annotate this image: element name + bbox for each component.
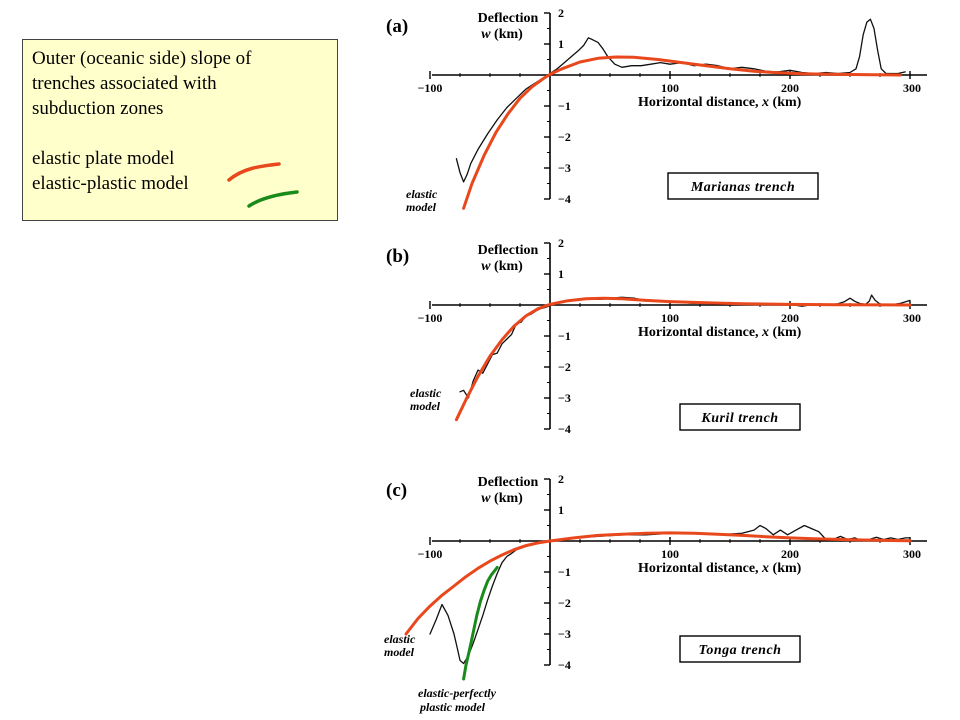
panel-b-x-tick-label: 200 [781, 311, 799, 325]
panel-b-x-tick-label: 100 [661, 311, 679, 325]
panel-b-letter: (b) [386, 246, 409, 267]
legend-entry-elastic: elastic plate model [32, 146, 328, 171]
legend-box: Outer (oceanic side) slope of trenches a… [22, 39, 338, 221]
panel-b-x-tick-label: 300 [903, 311, 921, 325]
panel-c-x-title: Horizontal distance, x (km) [638, 561, 802, 576]
legend-title-line: subduction zones [32, 98, 164, 119]
panel-b-x-tick-label: −100 [418, 311, 443, 325]
panel-a-trench-label: Marianas trench [690, 180, 795, 195]
panel-b-y-tick-label: 1 [558, 267, 564, 281]
panel-c-y-tick-label: −1 [558, 565, 571, 579]
panel-a-y-tick-label: −1 [558, 99, 571, 113]
panel-a-x-title: Horizontal distance, x (km) [638, 95, 802, 110]
panel-c-elastic-model-curve [404, 531, 912, 636]
panel-b-y-tick-label: −1 [558, 329, 571, 343]
legend-title-line: Outer (oceanic side) slope of [32, 48, 252, 69]
panel-a-x-tick-label: 100 [661, 81, 679, 95]
panel-a-y-tick-label: 2 [558, 6, 564, 20]
panel-b-y-tick-label: 2 [558, 236, 564, 250]
panel-a-x-tick-label: −100 [418, 81, 443, 95]
panel-b-y-tick-label: −2 [558, 360, 571, 374]
panel-c-letter: (c) [386, 480, 407, 501]
panel-c-plastic-model-label: elastic-perfectly [418, 686, 497, 700]
panel-c-x-tick-label: 200 [781, 547, 799, 561]
legend-label-elastic: elastic plate model [32, 148, 175, 169]
panel-b-model-label: elastic [410, 386, 442, 400]
legend-swatch-elastic-plastic [247, 190, 299, 208]
panel-a-y-title: Deflection [478, 11, 539, 26]
panel-c-y-tick-label: −2 [558, 596, 571, 610]
panel-b-trench-label-box [679, 403, 801, 431]
panel-c-y-title-unit: w (km) [481, 491, 523, 506]
panel-c-y-tick-label: −3 [558, 627, 571, 641]
panel-c-x-tick-label: 100 [661, 547, 679, 561]
panel-a-y-tick-label: −2 [558, 130, 571, 144]
panel-c-model-label: model [384, 645, 415, 659]
legend-label-elastic-plastic: elastic-plastic model [32, 173, 189, 194]
panel-c-elastic-plastic-model-curve [462, 565, 499, 681]
panel-a-y-tick-label: −4 [558, 192, 571, 206]
panel-a-x-tick-label: 300 [903, 81, 921, 95]
panel-a-y-title-unit: w (km) [481, 27, 523, 42]
panel-b-y-tick-label: −3 [558, 391, 571, 405]
panel-c-plastic-model-label: plastic model [419, 700, 486, 714]
panel-b-y-title-unit: w (km) [481, 259, 523, 274]
legend-swatch-elastic [227, 162, 281, 182]
panel-b-x-title: Horizontal distance, x (km) [638, 325, 802, 340]
panel-a-trench-label-box [667, 172, 819, 200]
panel-a-letter: (a) [386, 16, 408, 37]
panel-a-elastic-model-curve [462, 55, 902, 210]
panel-a-model-label: model [406, 200, 437, 214]
panel-b-y-tick-label: −4 [558, 422, 571, 436]
panel-c-trench-label: Tonga trench [699, 643, 782, 658]
legend-entry-elastic-plastic: elastic-plastic model [32, 171, 328, 196]
panel-c-x-tick-label: 300 [903, 547, 921, 561]
panel-a-y-tick-label: −3 [558, 161, 571, 175]
panel-b-elastic-model-curve [454, 296, 912, 422]
panel-c-model-label: elastic [384, 632, 416, 646]
panel-b-observed-profile [459, 294, 911, 399]
panel-c-y-title: Deflection [478, 475, 539, 490]
panel-b-y-title: Deflection [478, 243, 539, 258]
legend-swatches [227, 162, 299, 208]
panel-c-y-tick-label: 2 [558, 472, 564, 486]
panel-a-model-label: elastic [406, 187, 438, 201]
legend-title-line: trenches associated with [32, 73, 217, 94]
panel-a-observed-profile [455, 18, 906, 183]
panel-b-model-label: model [410, 399, 441, 413]
panel-c-trench-label-box [679, 635, 801, 663]
panel-c-y-tick-label: −4 [558, 658, 571, 672]
panel-b-trench-label: Kuril trench [700, 411, 778, 426]
panel-c-y-tick-label: 1 [558, 503, 564, 517]
panel-a-x-tick-label: 200 [781, 81, 799, 95]
panel-c-x-tick-label: −100 [418, 547, 443, 561]
panel-a-y-tick-label: 1 [558, 37, 564, 51]
